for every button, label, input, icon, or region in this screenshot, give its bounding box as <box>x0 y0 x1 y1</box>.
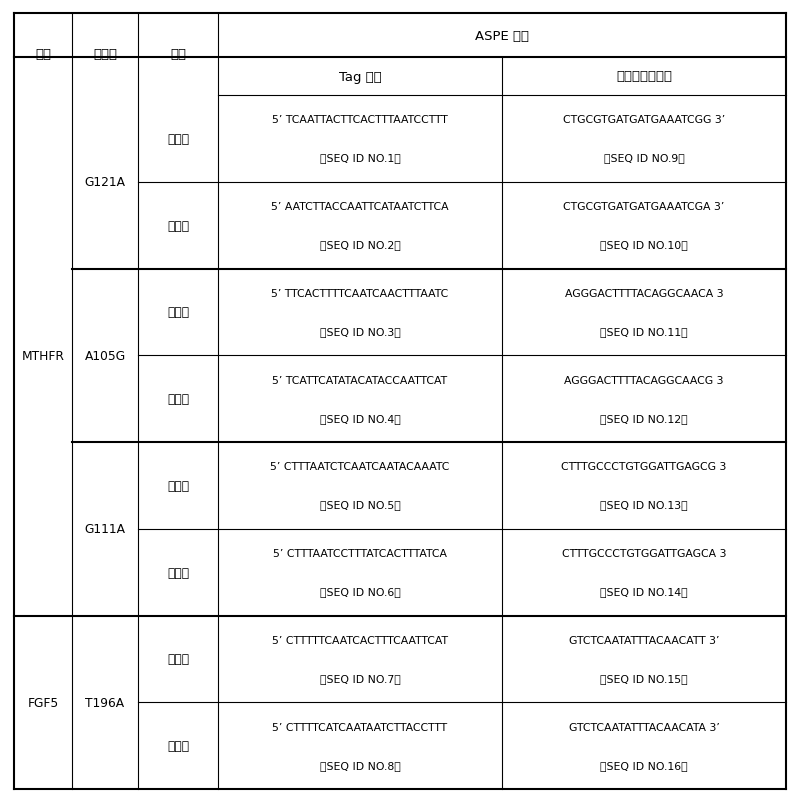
Text: 基因: 基因 <box>35 48 51 61</box>
Text: FGF5: FGF5 <box>27 696 58 709</box>
Text: （SEQ ID NO.14）: （SEQ ID NO.14） <box>600 586 688 597</box>
Text: （SEQ ID NO.15）: （SEQ ID NO.15） <box>600 673 688 683</box>
Text: 5’ AATCTTACCAATTCATAATCTTCA: 5’ AATCTTACCAATTCATAATCTTCA <box>271 202 449 212</box>
Text: 5’ CTTTTCATCAATAATCTTACCTTT: 5’ CTTTTCATCAATAATCTTACCTTT <box>273 722 447 732</box>
Text: （SEQ ID NO.9）: （SEQ ID NO.9） <box>604 153 684 163</box>
Text: CTGCGTGATGATGAAATCGA 3’: CTGCGTGATGATGAAATCGA 3’ <box>563 202 725 212</box>
Text: （SEQ ID NO.13）: （SEQ ID NO.13） <box>600 499 688 510</box>
Text: 野生型: 野生型 <box>167 132 189 145</box>
Text: 5’ CTTTAATCCTTTATCACTTTATCA: 5’ CTTTAATCCTTTATCACTTTATCA <box>273 548 447 558</box>
Text: （SEQ ID NO.8）: （SEQ ID NO.8） <box>320 760 400 770</box>
Text: CTTTGCCCTGTGGATTGAGCG 3: CTTTGCCCTGTGGATTGAGCG 3 <box>562 462 726 471</box>
Text: 5’ TTCACTTTTCAATCAACTTTAATC: 5’ TTCACTTTTCAATCAACTTTAATC <box>271 288 449 299</box>
Text: 类型: 类型 <box>170 48 186 61</box>
Text: 5’ TCATTCATATACATACCAATTCAT: 5’ TCATTCATATACATACCAATTCAT <box>273 375 447 385</box>
Text: 基因型: 基因型 <box>93 48 117 61</box>
Text: 特异性引物序列: 特异性引物序列 <box>616 71 672 84</box>
Text: 突变型: 突变型 <box>167 740 189 752</box>
Text: 野生型: 野生型 <box>167 479 189 492</box>
Text: （SEQ ID NO.10）: （SEQ ID NO.10） <box>600 240 688 250</box>
Text: MTHFR: MTHFR <box>22 349 65 362</box>
Text: GTCTCAATATTTACAACATA 3’: GTCTCAATATTTACAACATA 3’ <box>569 722 719 732</box>
Text: A105G: A105G <box>85 349 126 362</box>
Text: 野生型: 野生型 <box>167 306 189 319</box>
Text: GTCTCAATATTTACAACATT 3’: GTCTCAATATTTACAACATT 3’ <box>569 635 719 645</box>
Text: Tag 序列: Tag 序列 <box>338 71 382 84</box>
Text: （SEQ ID NO.5）: （SEQ ID NO.5） <box>320 499 400 510</box>
Text: （SEQ ID NO.3）: （SEQ ID NO.3） <box>320 327 400 336</box>
Text: （SEQ ID NO.4）: （SEQ ID NO.4） <box>320 414 400 423</box>
Text: CTTTGCCCTGTGGATTGAGCA 3: CTTTGCCCTGTGGATTGAGCA 3 <box>562 548 726 558</box>
Text: （SEQ ID NO.16）: （SEQ ID NO.16） <box>600 760 688 770</box>
Text: G121A: G121A <box>85 176 126 189</box>
Text: CTGCGTGATGATGAAATCGG 3’: CTGCGTGATGATGAAATCGG 3’ <box>563 115 725 125</box>
Text: （SEQ ID NO.12）: （SEQ ID NO.12） <box>600 414 688 423</box>
Text: T196A: T196A <box>86 696 125 709</box>
Text: 野生型: 野生型 <box>167 653 189 666</box>
Text: （SEQ ID NO.1）: （SEQ ID NO.1） <box>320 153 400 163</box>
Text: ASPE 引物: ASPE 引物 <box>475 30 529 43</box>
Text: 5’ TCAATTACTTCACTTTAATCCTTT: 5’ TCAATTACTTCACTTTAATCCTTT <box>272 115 448 125</box>
Text: 5’ CTTTAATCTCAATCAATACAAATC: 5’ CTTTAATCTCAATCAATACAAATC <box>270 462 450 471</box>
Text: 突变型: 突变型 <box>167 219 189 232</box>
Text: （SEQ ID NO.2）: （SEQ ID NO.2） <box>320 240 400 250</box>
Text: 突变型: 突变型 <box>167 566 189 579</box>
Text: 5’ CTTTTTCAATCACTTTCAATTCAT: 5’ CTTTTTCAATCACTTTCAATTCAT <box>272 635 448 645</box>
Text: 突变型: 突变型 <box>167 393 189 406</box>
Text: （SEQ ID NO.6）: （SEQ ID NO.6） <box>320 586 400 597</box>
Text: G111A: G111A <box>85 523 126 536</box>
Text: （SEQ ID NO.11）: （SEQ ID NO.11） <box>600 327 688 336</box>
Text: AGGGACTTTTACAGGCAACG 3: AGGGACTTTTACAGGCAACG 3 <box>564 375 724 385</box>
Text: （SEQ ID NO.7）: （SEQ ID NO.7） <box>320 673 400 683</box>
Text: AGGGACTTTTACAGGCAACA 3: AGGGACTTTTACAGGCAACA 3 <box>565 288 723 299</box>
